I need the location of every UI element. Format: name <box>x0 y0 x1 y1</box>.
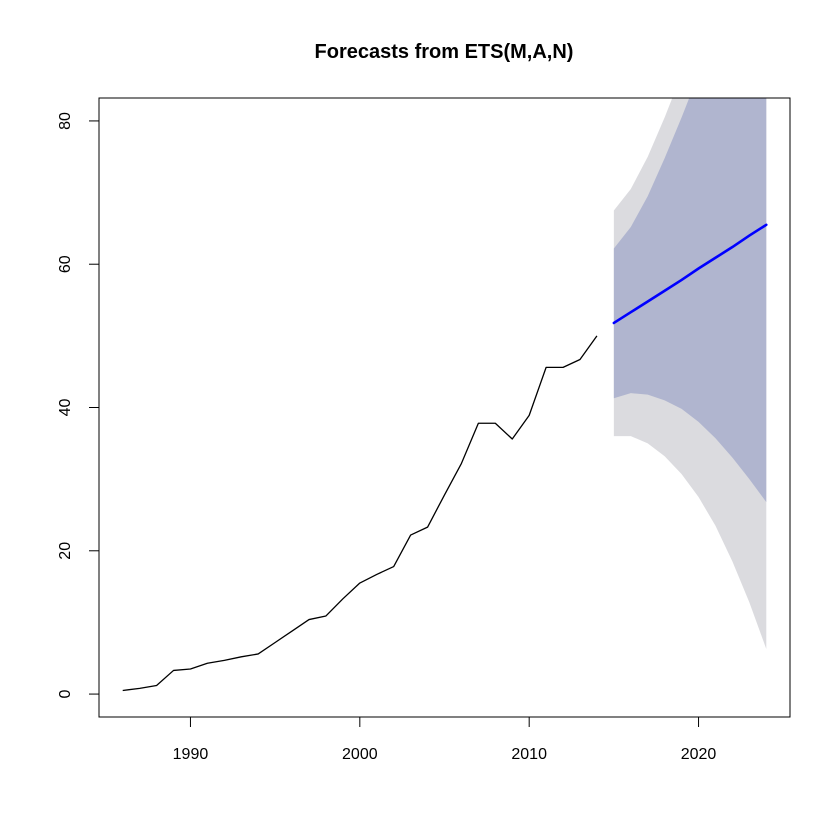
y-tick-label: 0 <box>57 690 74 699</box>
history-line <box>122 335 598 692</box>
y-tick-label: 40 <box>57 399 74 417</box>
x-tick-label: 2010 <box>511 746 547 763</box>
forecast-mean-line <box>612 223 768 325</box>
x-tick-label: 2020 <box>681 746 717 763</box>
x-tick-label: 2000 <box>342 746 378 763</box>
y-axis: 0 20 40 60 80 <box>57 112 100 699</box>
x-tick-label: 1990 <box>173 746 209 763</box>
band-80-percent <box>613 98 767 503</box>
y-tick-label: 20 <box>57 542 74 560</box>
series-lines <box>122 223 768 692</box>
y-tick-label: 60 <box>57 255 74 273</box>
y-tick-label: 80 <box>57 112 74 130</box>
x-axis: 1990 2000 2010 2020 <box>173 716 717 763</box>
chart-title: Forecasts from ETS(M,A,N) <box>315 41 574 63</box>
prediction-bands <box>613 98 767 649</box>
